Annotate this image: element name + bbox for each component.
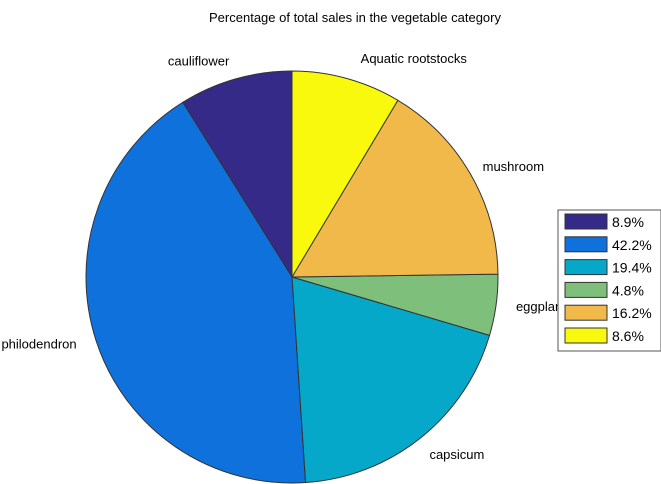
legend-label: 8.6% — [612, 328, 644, 344]
slice-label: capsicum — [429, 447, 484, 462]
legend: 8.9% 42.2% 19.4% 4.8% 16.2% 8.6% — [557, 209, 661, 352]
legend-swatch — [564, 304, 608, 321]
pie-slice-mushroom — [291, 99, 499, 278]
pie-slice-cauliflower — [182, 70, 293, 279]
legend-label: 16.2% — [612, 305, 652, 321]
slice-label: mushroom — [483, 159, 544, 174]
chart-title: Percentage of total sales in the vegetab… — [209, 10, 501, 25]
legend-label: 8.9% — [612, 214, 644, 230]
slice-label: eggplant — [516, 299, 566, 314]
slice-labels: cauliflower philodendron capsicum eggplant m… — [1, 51, 566, 462]
slice-label: philodendron — [1, 337, 76, 352]
pie-slice-philodendron — [85, 101, 307, 484]
legend-swatch — [564, 281, 608, 298]
legend-label: 42.2% — [612, 237, 652, 253]
pie-slice-aquatic-rootstocks — [291, 70, 399, 279]
legend-swatch — [564, 259, 608, 276]
legend-label: 4.8% — [612, 282, 644, 298]
slice-label: Aquatic rootstocks — [361, 51, 468, 66]
slice-label: cauliflower — [168, 54, 230, 69]
legend-swatch — [564, 236, 608, 253]
legend-label: 19.4% — [612, 260, 652, 276]
legend-swatch — [564, 327, 608, 344]
pie-slice-capsicum — [291, 276, 491, 484]
legend-swatch — [564, 213, 608, 230]
pie-slices — [85, 70, 499, 484]
